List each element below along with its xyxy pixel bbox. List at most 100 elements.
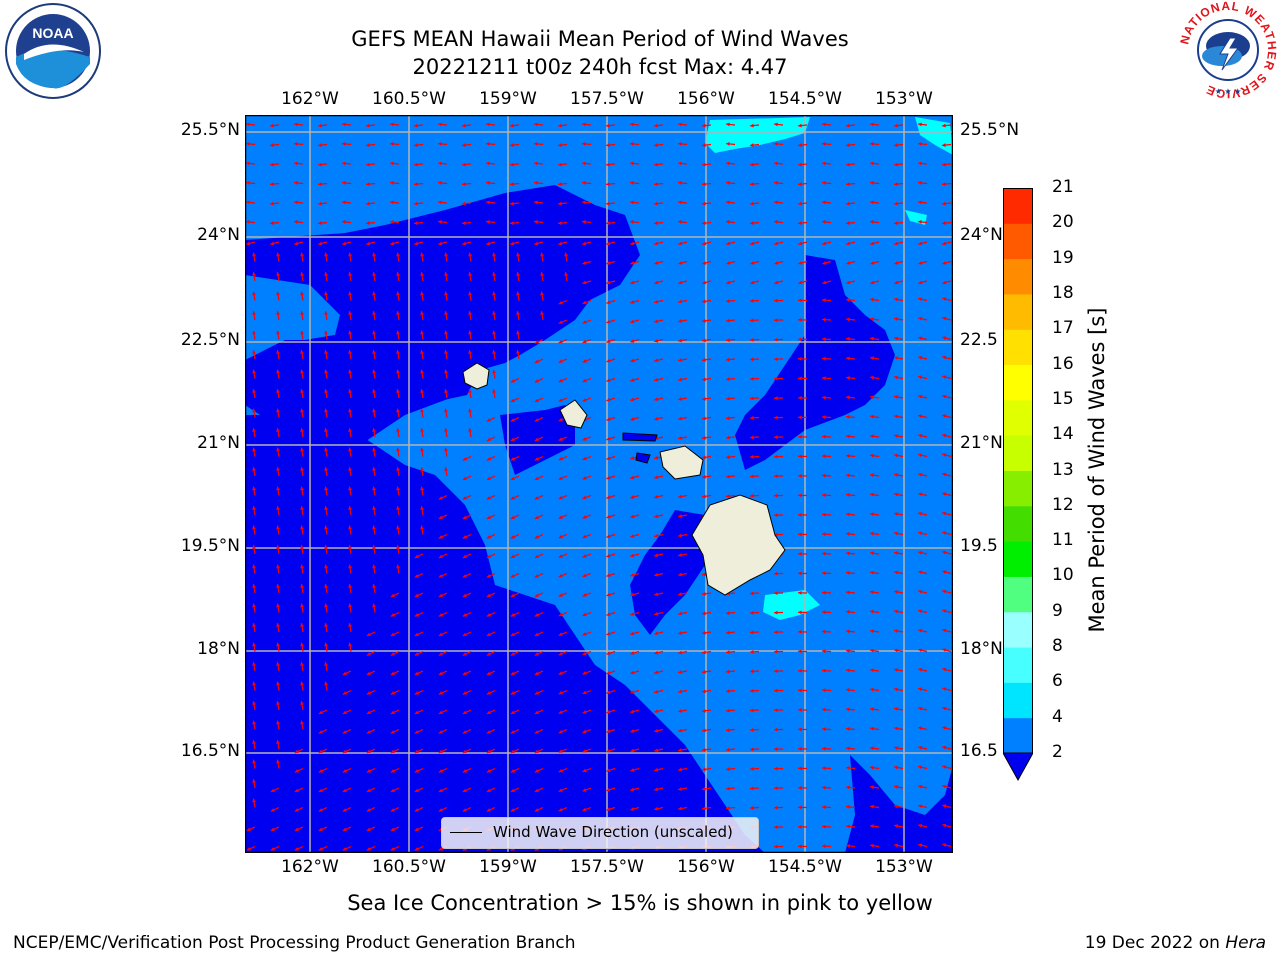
direction-arrow-head — [870, 843, 874, 848]
direction-arrow-head — [444, 369, 448, 374]
direction-arrow-head — [486, 515, 491, 520]
direction-arrow-head — [702, 357, 706, 362]
direction-arrow-head — [558, 398, 563, 402]
direction-arrow-head — [270, 847, 275, 851]
direction-arrow-head — [822, 746, 826, 751]
direction-arrow-head — [726, 474, 730, 479]
direction-arrow-head — [702, 572, 706, 577]
direction-arrow-head — [348, 350, 352, 354]
direction-arrow-head — [750, 766, 754, 771]
direction-arrow-head — [276, 369, 280, 374]
direction-arrow-head — [348, 369, 352, 374]
direction-arrow-head — [438, 769, 443, 773]
direction-arrow-head — [366, 182, 370, 186]
direction-arrow-head — [414, 201, 418, 206]
direction-arrow-head — [798, 824, 802, 829]
direction-arrow-head — [750, 493, 754, 498]
direction-arrow-head — [372, 486, 376, 491]
direction-arrow-head — [606, 475, 611, 480]
direction-arrow-head — [318, 730, 323, 734]
direction-arrow-head — [822, 142, 826, 146]
direction-arrow-head — [630, 768, 635, 772]
direction-arrow-head — [462, 593, 467, 598]
direction-arrow-head — [414, 788, 419, 793]
direction-arrow-head — [300, 545, 304, 549]
direction-arrow-head — [822, 261, 827, 265]
lon-tick-bottom: 153°W — [875, 857, 933, 877]
direction-arrow-head — [870, 726, 874, 731]
direction-arrow-head — [492, 369, 496, 374]
direction-arrow-head — [510, 143, 514, 147]
direction-arrow-head — [678, 631, 682, 635]
direction-arrow-head — [822, 298, 826, 303]
colorbar-segment — [1003, 647, 1033, 683]
direction-arrow-head — [252, 311, 256, 315]
direction-arrow-head — [846, 532, 850, 536]
direction-arrow-head — [390, 730, 395, 734]
direction-arrow-head — [942, 745, 947, 750]
direction-arrow-head — [726, 708, 730, 713]
direction-arrow-head — [918, 261, 923, 265]
direction-arrow-head — [276, 272, 280, 276]
colorbar-segment — [1003, 576, 1033, 613]
direction-arrow-head — [870, 648, 874, 653]
direction-arrow-head — [390, 241, 395, 246]
direction-arrow-head — [324, 389, 328, 393]
direction-arrow-head — [774, 571, 778, 576]
island-kauai — [462, 362, 490, 390]
direction-arrow-head — [420, 369, 424, 374]
direction-arrow-head — [726, 611, 730, 615]
direction-arrow-head — [774, 435, 778, 440]
direction-arrow-head — [558, 573, 563, 578]
direction-arrow-head — [702, 396, 706, 401]
direction-arrow-head — [606, 534, 611, 539]
direction-arrow-head — [894, 182, 898, 186]
direction-arrow-head — [606, 748, 611, 753]
direction-arrow-head — [534, 398, 539, 403]
direction-arrow-head — [468, 311, 472, 315]
direction-arrow-head — [534, 340, 539, 344]
direction-arrow-head — [276, 701, 280, 705]
colorbar-tick-label: 19 — [1052, 247, 1074, 268]
direction-arrow-head — [894, 590, 898, 594]
direction-arrow-head — [750, 454, 754, 459]
direction-arrow-head — [324, 681, 328, 686]
direction-arrow-head — [342, 749, 347, 754]
direction-arrow-head — [846, 143, 850, 147]
direction-arrow-head — [276, 662, 280, 666]
lat-tick-left: 24°N — [197, 225, 240, 245]
direction-arrow-head — [414, 652, 419, 656]
direction-arrow-head — [366, 201, 370, 206]
direction-arrow-head — [798, 395, 802, 400]
direction-arrow-head — [534, 730, 539, 734]
colorbar-tick-label: 8 — [1052, 636, 1063, 657]
direction-arrow-head — [252, 291, 256, 296]
direction-arrow-head — [372, 584, 376, 588]
direction-arrow-head — [750, 435, 754, 440]
direction-arrow-head — [462, 613, 467, 617]
direction-arrow-head — [348, 584, 352, 588]
direction-arrow-head — [390, 652, 395, 656]
direction-arrow-head — [510, 574, 515, 578]
direction-arrow-head — [390, 632, 395, 637]
lon-tick-top: 162°W — [281, 89, 339, 109]
direction-arrow-head — [348, 428, 352, 432]
direction-arrow-head — [846, 649, 850, 653]
direction-arrow-head — [654, 397, 659, 402]
direction-arrow-head — [414, 554, 419, 559]
direction-arrow-head — [294, 749, 299, 754]
direction-arrow-head — [942, 453, 947, 457]
direction-arrow-head — [774, 122, 778, 127]
direction-arrow-head — [462, 574, 467, 578]
direction-arrow-head — [630, 651, 635, 655]
lat-tick-left: 21°N — [197, 433, 240, 453]
direction-arrow-head — [774, 825, 778, 830]
direction-arrow-head — [390, 769, 395, 773]
direction-arrow-head — [444, 272, 448, 276]
direction-arrow-head — [276, 408, 280, 413]
direction-arrow-head — [654, 416, 659, 421]
direction-arrow-head — [942, 201, 946, 206]
direction-arrow-head — [750, 396, 754, 401]
direction-arrow-head — [870, 161, 874, 166]
direction-arrow-head — [678, 572, 682, 577]
